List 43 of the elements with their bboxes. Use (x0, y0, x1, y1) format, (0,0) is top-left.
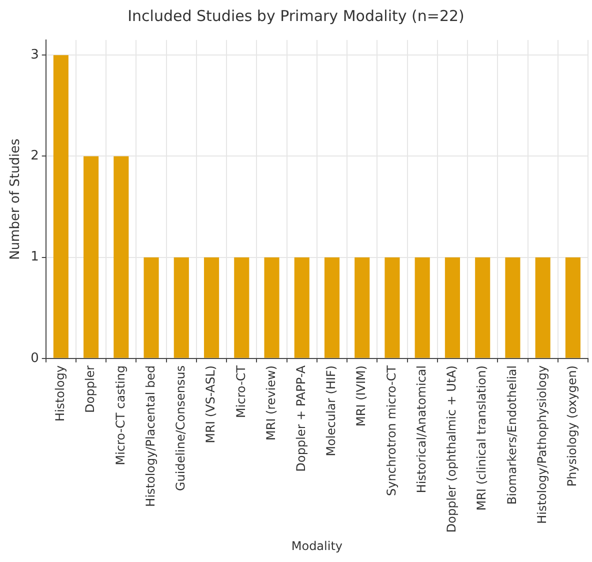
x-tick-label: Molecular (HIF) (324, 365, 338, 456)
bar (565, 257, 580, 358)
bar (505, 257, 520, 358)
bar (384, 257, 400, 358)
x-tick-label: Histology/Placental bed (143, 365, 158, 507)
x-tick-label: Doppler + PAPP-A (294, 364, 308, 472)
x-tick-label: MRI (clinical translation) (474, 365, 489, 511)
bar (84, 156, 99, 358)
bar (264, 257, 280, 358)
x-tick-label: Physiology (oxygen) (565, 365, 580, 487)
x-tick-label: MRI (VS-ASL) (204, 365, 218, 444)
bar (234, 257, 250, 358)
x-tick-label: Micro-CT (234, 364, 248, 418)
x-tick-label: Histology/Pathophysiology (534, 365, 549, 524)
bar (204, 257, 220, 358)
y-tick-label: 0 (30, 350, 39, 366)
y-tick-label: 3 (30, 48, 39, 63)
y-tick-label: 2 (30, 148, 39, 164)
bar (324, 257, 340, 358)
bar (354, 257, 370, 358)
bar (475, 257, 490, 358)
x-tick-label: Histology (53, 365, 68, 422)
x-tick-label: Doppler (83, 365, 98, 413)
bar (444, 257, 460, 358)
y-axis-title: Number of Studies (8, 138, 24, 260)
chart-title: Included Studies by Primary Modality (n=22) (128, 6, 464, 25)
x-tick-label: MRI (IVIM) (354, 365, 368, 426)
x-tick-label: Synchrotron micro-CT (384, 364, 398, 496)
x-tick-label: Micro-CT casting (113, 365, 128, 466)
bar (535, 257, 550, 358)
bar (144, 257, 159, 358)
x-tick-label: MRI (review) (264, 365, 278, 440)
bar (114, 156, 129, 358)
bar (174, 257, 189, 358)
bar (414, 257, 430, 358)
x-tick-label: Biomarkers/Endothelial (504, 365, 519, 505)
x-tick-label: Guideline/Consensus (174, 365, 188, 492)
bar (294, 257, 310, 358)
x-tick-label: Historical/Anatomical (414, 365, 428, 494)
bar (53, 55, 68, 358)
y-tick-label: 1 (30, 250, 39, 265)
x-axis-title: Modality (291, 538, 343, 553)
x-tick-label: Doppler (ophthalmic + UtA) (444, 365, 459, 533)
